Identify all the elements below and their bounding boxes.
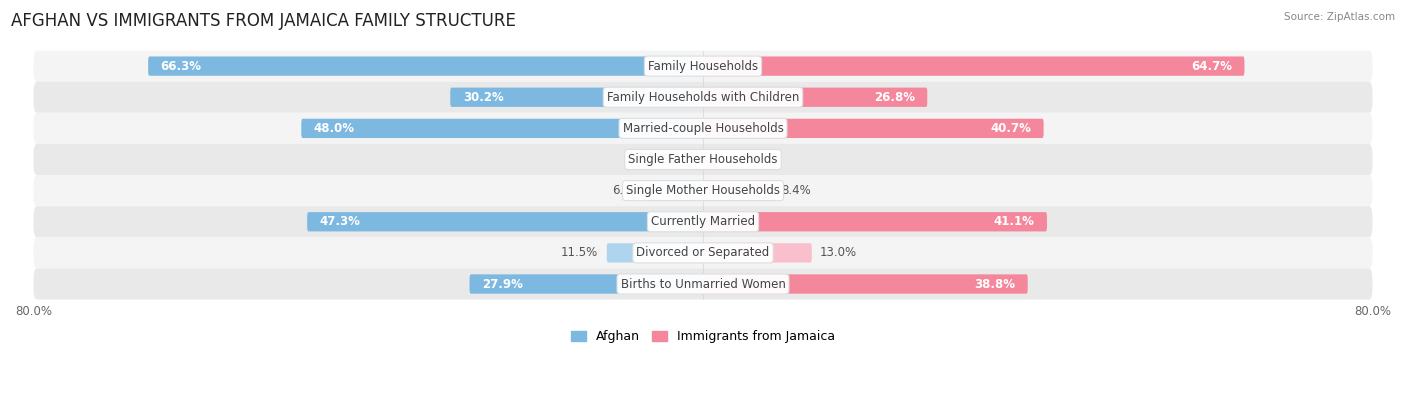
FancyBboxPatch shape bbox=[148, 56, 703, 76]
Text: Single Mother Households: Single Mother Households bbox=[626, 184, 780, 197]
FancyBboxPatch shape bbox=[651, 181, 703, 200]
FancyBboxPatch shape bbox=[301, 119, 703, 138]
Text: 2.3%: 2.3% bbox=[645, 153, 675, 166]
Text: 30.2%: 30.2% bbox=[463, 91, 503, 104]
Text: 2.3%: 2.3% bbox=[731, 153, 761, 166]
FancyBboxPatch shape bbox=[34, 175, 1372, 206]
Text: 64.7%: 64.7% bbox=[1191, 60, 1232, 73]
Text: 6.3%: 6.3% bbox=[612, 184, 643, 197]
FancyBboxPatch shape bbox=[34, 51, 1372, 82]
Text: 26.8%: 26.8% bbox=[873, 91, 915, 104]
FancyBboxPatch shape bbox=[470, 275, 703, 293]
FancyBboxPatch shape bbox=[34, 113, 1372, 144]
FancyBboxPatch shape bbox=[703, 212, 1047, 231]
Text: 48.0%: 48.0% bbox=[314, 122, 354, 135]
Text: Divorced or Separated: Divorced or Separated bbox=[637, 246, 769, 260]
Text: Family Households with Children: Family Households with Children bbox=[607, 91, 799, 104]
Text: 47.3%: 47.3% bbox=[319, 215, 360, 228]
Text: Family Households: Family Households bbox=[648, 60, 758, 73]
Text: 40.7%: 40.7% bbox=[990, 122, 1031, 135]
FancyBboxPatch shape bbox=[703, 243, 811, 263]
FancyBboxPatch shape bbox=[34, 206, 1372, 237]
FancyBboxPatch shape bbox=[34, 144, 1372, 175]
Text: 11.5%: 11.5% bbox=[561, 246, 599, 260]
FancyBboxPatch shape bbox=[34, 82, 1372, 113]
Text: 38.8%: 38.8% bbox=[974, 278, 1015, 290]
Text: 66.3%: 66.3% bbox=[160, 60, 201, 73]
Text: Source: ZipAtlas.com: Source: ZipAtlas.com bbox=[1284, 12, 1395, 22]
Text: AFGHAN VS IMMIGRANTS FROM JAMAICA FAMILY STRUCTURE: AFGHAN VS IMMIGRANTS FROM JAMAICA FAMILY… bbox=[11, 12, 516, 30]
FancyBboxPatch shape bbox=[607, 243, 703, 263]
FancyBboxPatch shape bbox=[703, 150, 723, 169]
Text: Births to Unmarried Women: Births to Unmarried Women bbox=[620, 278, 786, 290]
Text: 8.4%: 8.4% bbox=[782, 184, 811, 197]
FancyBboxPatch shape bbox=[34, 237, 1372, 269]
Text: Married-couple Households: Married-couple Households bbox=[623, 122, 783, 135]
FancyBboxPatch shape bbox=[703, 88, 928, 107]
Legend: Afghan, Immigrants from Jamaica: Afghan, Immigrants from Jamaica bbox=[565, 325, 841, 348]
FancyBboxPatch shape bbox=[703, 181, 773, 200]
FancyBboxPatch shape bbox=[683, 150, 703, 169]
Text: 13.0%: 13.0% bbox=[820, 246, 858, 260]
FancyBboxPatch shape bbox=[34, 269, 1372, 299]
Text: Currently Married: Currently Married bbox=[651, 215, 755, 228]
FancyBboxPatch shape bbox=[307, 212, 703, 231]
Text: 27.9%: 27.9% bbox=[482, 278, 523, 290]
FancyBboxPatch shape bbox=[703, 275, 1028, 293]
FancyBboxPatch shape bbox=[450, 88, 703, 107]
FancyBboxPatch shape bbox=[703, 56, 1244, 76]
FancyBboxPatch shape bbox=[703, 119, 1043, 138]
Text: Single Father Households: Single Father Households bbox=[628, 153, 778, 166]
Text: 41.1%: 41.1% bbox=[994, 215, 1035, 228]
